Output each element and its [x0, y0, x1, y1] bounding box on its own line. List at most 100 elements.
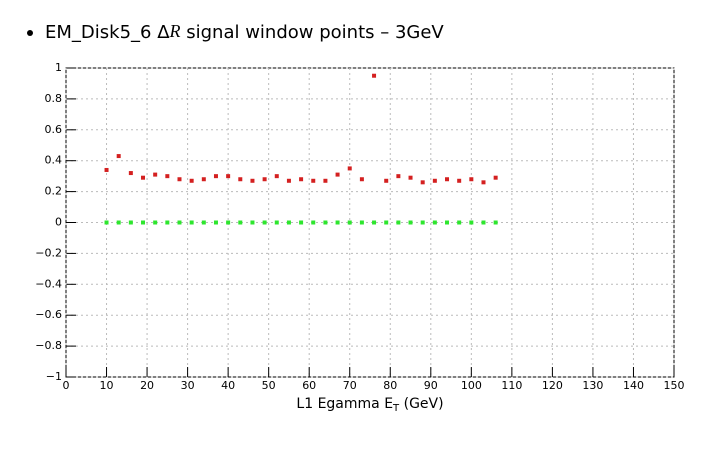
point — [250, 220, 255, 225]
point — [335, 220, 340, 225]
point — [286, 178, 291, 183]
y-tick-label: −0.4 — [35, 277, 62, 290]
x-tick-label: 100 — [461, 379, 482, 392]
x-tick-label: 60 — [302, 379, 316, 392]
point — [201, 220, 206, 225]
point — [153, 220, 158, 225]
point — [299, 220, 304, 225]
x-tick-label: 120 — [542, 379, 563, 392]
y-tick-label: −0.6 — [35, 308, 62, 321]
point — [335, 172, 340, 177]
y-tick-label: 0.4 — [45, 154, 63, 167]
point — [493, 220, 498, 225]
x-tick-label: 20 — [140, 379, 154, 392]
y-tick-label: 1 — [55, 61, 62, 74]
x-axis-label: L1 Egamma ET (GeV) — [296, 396, 443, 414]
point — [323, 220, 328, 225]
point — [311, 220, 316, 225]
x-tick-label: 150 — [664, 379, 685, 392]
x-tick-label: 80 — [383, 379, 397, 392]
xlabel-part: L1 Egamma E — [296, 396, 393, 412]
point — [359, 177, 364, 182]
y-tick-label: −1 — [46, 370, 62, 383]
point — [323, 178, 328, 183]
point — [177, 177, 182, 182]
point — [274, 220, 279, 225]
point — [299, 177, 304, 182]
point — [481, 180, 486, 185]
title-part: R — [169, 21, 181, 41]
xlabel-part: (GeV) — [399, 396, 443, 412]
point — [420, 220, 425, 225]
point — [250, 178, 255, 183]
point — [189, 178, 194, 183]
y-tick-label: −0.2 — [35, 246, 62, 259]
x-tick-label: 0 — [63, 379, 70, 392]
point — [141, 220, 146, 225]
point — [262, 220, 267, 225]
point — [128, 220, 133, 225]
point — [189, 220, 194, 225]
x-tick-label: 110 — [501, 379, 522, 392]
y-tick-label: 0.6 — [45, 123, 63, 136]
point — [213, 174, 218, 179]
point — [238, 177, 243, 182]
point — [116, 220, 121, 225]
point — [469, 220, 474, 225]
point — [286, 220, 291, 225]
point — [201, 177, 206, 182]
point — [274, 174, 279, 179]
x-tick-label: 70 — [343, 379, 357, 392]
point — [116, 154, 121, 159]
point — [384, 220, 389, 225]
point — [445, 220, 450, 225]
point — [372, 220, 377, 225]
y-tick-label: 0.8 — [45, 92, 63, 105]
point — [481, 220, 486, 225]
point — [177, 220, 182, 225]
bullet — [27, 30, 33, 36]
x-tick-label: 130 — [582, 379, 603, 392]
point — [457, 220, 462, 225]
point — [238, 220, 243, 225]
point — [396, 174, 401, 179]
point — [213, 220, 218, 225]
point — [408, 220, 413, 225]
point — [445, 177, 450, 182]
x-tick-label: 10 — [100, 379, 114, 392]
xlabel-part: T — [392, 403, 400, 414]
point — [469, 177, 474, 182]
point — [493, 175, 498, 180]
point — [359, 220, 364, 225]
x-tick-label: 50 — [262, 379, 276, 392]
point — [420, 180, 425, 185]
y-tick-label: −0.8 — [35, 339, 62, 352]
point — [226, 220, 231, 225]
point — [128, 171, 133, 176]
point — [165, 220, 170, 225]
slide-title: EM_Disk5_6 ΔR signal window points – 3Ge… — [45, 21, 444, 43]
point — [347, 220, 352, 225]
x-tick-label: 140 — [623, 379, 644, 392]
y-tick-label: 0.2 — [45, 185, 63, 198]
point — [104, 167, 109, 172]
point — [432, 178, 437, 183]
x-tick-label: 30 — [181, 379, 195, 392]
point — [384, 178, 389, 183]
x-tick-label: 40 — [221, 379, 235, 392]
point — [153, 172, 158, 177]
x-tick-label: 90 — [424, 379, 438, 392]
title-part: signal window points – 3GeV — [181, 22, 445, 43]
point — [372, 73, 377, 78]
point — [226, 174, 231, 179]
point — [457, 178, 462, 183]
y-tick-label: 0 — [55, 216, 62, 229]
point — [347, 166, 352, 171]
point — [104, 220, 109, 225]
point — [141, 175, 146, 180]
title-part: EM_Disk5_6 Δ — [45, 22, 170, 43]
point — [165, 174, 170, 179]
point — [311, 178, 316, 183]
point — [408, 175, 413, 180]
